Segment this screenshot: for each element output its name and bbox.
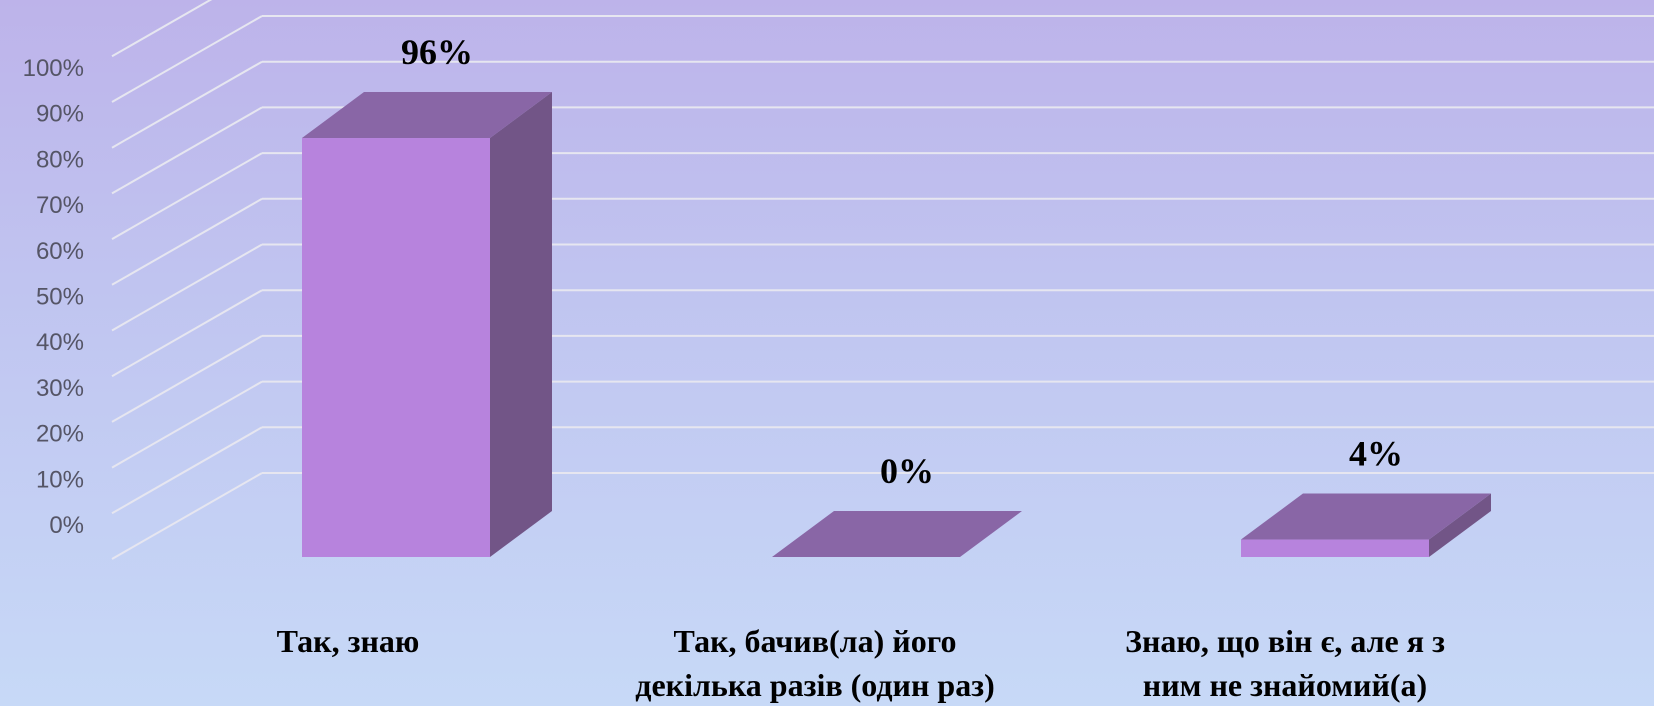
bars [302, 92, 1491, 557]
gridline-side [111, 15, 263, 103]
gridline-side [111, 60, 263, 149]
gridline-side [111, 243, 263, 332]
x-tick-label-line: Знаю, що він є, але я з [1125, 623, 1445, 659]
bar-front [302, 138, 490, 557]
y-tick-label: 10% [36, 466, 84, 493]
y-tick-label: 80% [36, 146, 84, 173]
x-tick-label-line: Так, знаю [277, 623, 420, 659]
gridline-side [111, 335, 263, 423]
x-tick-label: Знаю, що він є, але я з ним не знайомий(а… [1125, 623, 1445, 703]
bar-2 [772, 511, 1022, 557]
x-tick-label-line: Так, бачив(ла) його [674, 623, 957, 659]
gridline-side [111, 426, 263, 515]
y-tick-label: 50% [36, 284, 84, 311]
y-tick-label: 70% [36, 192, 84, 219]
data-label: 4% [1349, 434, 1403, 474]
bar-top [772, 511, 1022, 557]
bar-1 [302, 92, 552, 557]
bar-3 [1241, 493, 1491, 557]
data-labels: 96% 0% 4% [401, 32, 1403, 491]
data-label: 96% [401, 32, 473, 72]
bar-side [490, 92, 552, 557]
category-labels: Так, знаю Так, бачив(ла) його декілька раз… [277, 623, 1445, 703]
gridline-side [111, 152, 263, 240]
y-tick-label: 20% [36, 421, 84, 448]
x-tick-label-line: ним не знайомий(а) [1143, 667, 1427, 703]
y-tick-label: 0% [49, 512, 84, 539]
y-tick-label: 90% [36, 101, 84, 128]
y-tick-label: 100% [23, 55, 84, 82]
y-tick-label: 30% [36, 375, 84, 402]
bar-top [302, 92, 552, 139]
x-tick-label: Так, бачив(ла) його декілька разів (один … [635, 623, 994, 703]
gridline-side [111, 0, 213, 58]
gridline-side [111, 106, 263, 195]
x-tick-label: Так, знаю [277, 623, 420, 659]
gridline-side [111, 289, 263, 378]
gridline-side [111, 472, 263, 560]
bar-front [1241, 539, 1429, 557]
y-tick-label: 60% [36, 238, 84, 265]
data-label: 0% [880, 451, 934, 491]
x-tick-label-line: декілька разів (один раз) [635, 667, 994, 703]
bar-side [1429, 493, 1491, 557]
y-tick-label: 40% [36, 329, 84, 356]
y-axis-ticks: 0% 10% 20% 30% 40% 50% 60% 70% 80% 90% 100% [23, 55, 84, 539]
gridline-side [111, 380, 263, 469]
gridline-side [111, 197, 263, 286]
bar-top [1241, 493, 1491, 540]
